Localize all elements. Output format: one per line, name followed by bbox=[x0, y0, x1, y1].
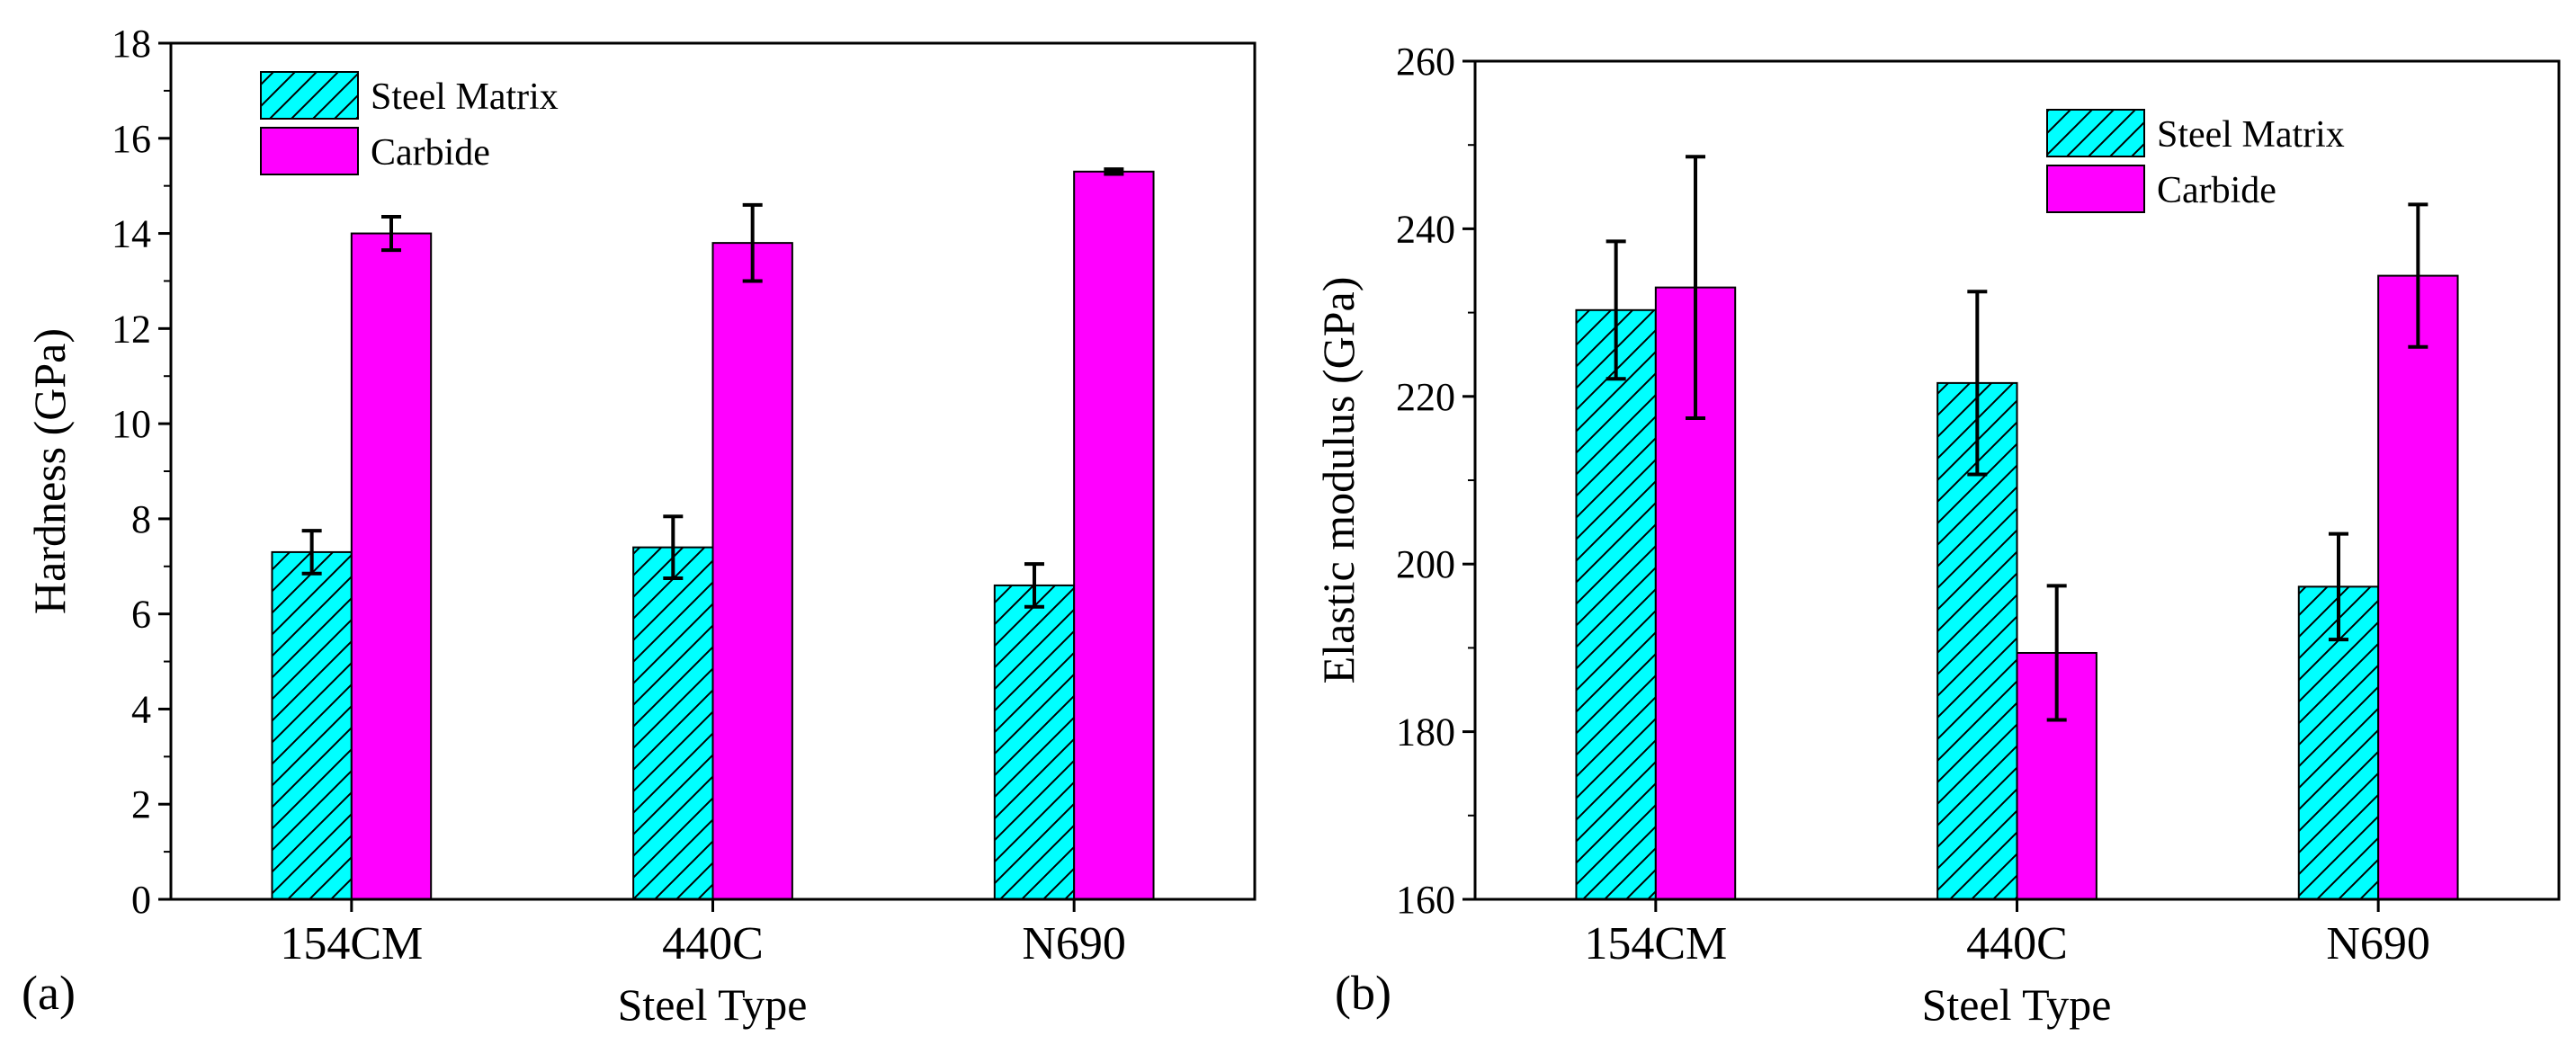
chart-a-y-tick-label-0: 0 bbox=[131, 878, 151, 922]
chart-b-bars bbox=[1575, 274, 2459, 901]
chart-b-x-tick-label-440c: 440C bbox=[1966, 918, 2068, 969]
chart-a-y-axis: 0 2 4 6 8 10 12 14 16 18 bbox=[112, 22, 171, 922]
chart-a-errorbar-steel-matrix-154cm bbox=[301, 529, 322, 576]
chart-a-errorbar-steel-matrix-n690 bbox=[1024, 562, 1044, 609]
chart-a-y-tick-label-6: 6 bbox=[131, 593, 151, 637]
chart-a-y-tick-label-18: 18 bbox=[112, 22, 151, 66]
chart-a-xlabel: Steel Type bbox=[618, 979, 808, 1030]
chart-b-y-tick-label-240: 240 bbox=[1396, 207, 1455, 251]
chart-a-ylabel: Hardness (GPa) bbox=[24, 328, 75, 614]
chart-b-bar-steel-matrix-154cm bbox=[1575, 308, 1657, 900]
chart-a-errorbar-carbide-n690 bbox=[1104, 167, 1124, 176]
chart-b-xlabel: Steel Type bbox=[1922, 979, 2112, 1030]
chart-b-legend-swatch-steel-matrix bbox=[2046, 109, 2145, 157]
chart-a-error-bars bbox=[301, 167, 1124, 609]
chart-a-bar-steel-matrix-n690 bbox=[993, 584, 1076, 901]
chart-a-x-tick-label-n690: N690 bbox=[1022, 918, 1126, 969]
chart-b-errorbar-carbide-154cm bbox=[1686, 155, 1706, 421]
chart-a-errorbar-steel-matrix-440c bbox=[663, 514, 684, 580]
chart-a-legend-label-steel-matrix: Steel Matrix bbox=[371, 76, 559, 118]
chart-a-x-tick-label-154cm: 154CM bbox=[280, 918, 423, 969]
chart-b-y-tick-label-220: 220 bbox=[1396, 375, 1455, 419]
chart-a-panel-label: (a) bbox=[22, 966, 76, 1020]
chart-a-bar-steel-matrix-440c bbox=[632, 546, 714, 900]
chart-a-bar-carbide-440c bbox=[711, 242, 793, 900]
chart-a-y-tick-label-12: 12 bbox=[112, 307, 151, 351]
chart-b-x-tick-label-154cm: 154CM bbox=[1584, 918, 1727, 969]
chart-a-errorbar-carbide-154cm bbox=[381, 215, 402, 253]
chart-a-y-tick-label-8: 8 bbox=[131, 497, 151, 541]
chart-b-y-tick-label-180: 180 bbox=[1396, 710, 1455, 755]
chart-a-bars bbox=[271, 170, 1155, 901]
chart-b-errorbar-steel-matrix-440c bbox=[1967, 290, 1988, 477]
chart-a-bar-steel-matrix-154cm bbox=[271, 550, 353, 901]
chart-b: 160 180 200 220 240 260 154CM 440C N690 Steel M… bbox=[1313, 40, 2561, 1030]
chart-a-bar-carbide-154cm bbox=[350, 232, 433, 900]
chart-b-ylabel: Elastic modulus (GPa) bbox=[1313, 277, 1364, 684]
chart-a-bar-carbide-n690 bbox=[1073, 170, 1155, 901]
chart-b-x-tick-label-n690: N690 bbox=[2326, 918, 2430, 969]
chart-b-error-bars bbox=[1606, 155, 2428, 722]
chart-a-legend-label-carbide: Carbide bbox=[371, 132, 490, 174]
chart-b-y-tick-label-200: 200 bbox=[1396, 542, 1455, 586]
chart-b-errorbar-carbide-440c bbox=[2046, 584, 2067, 722]
chart-b-legend-swatch-carbide bbox=[2046, 165, 2145, 213]
chart-a-legend-swatch-carbide bbox=[260, 127, 359, 175]
chart-a-y-tick-label-10: 10 bbox=[112, 402, 151, 446]
chart-b-y-tick-label-160: 160 bbox=[1396, 878, 1455, 922]
chart-b-legend-label-carbide: Carbide bbox=[2157, 170, 2276, 211]
chart-b-y-tick-label-260: 260 bbox=[1396, 40, 1455, 84]
chart-a-y-tick-label-14: 14 bbox=[112, 212, 151, 256]
chart-a-y-tick-label-4: 4 bbox=[131, 687, 151, 731]
chart-b-errorbar-steel-matrix-154cm bbox=[1606, 239, 1626, 381]
chart-a-y-tick-label-2: 2 bbox=[131, 782, 151, 826]
chart-b-bar-carbide-n690 bbox=[2377, 274, 2459, 901]
chart-b-y-axis: 160 180 200 220 240 260 bbox=[1396, 40, 1475, 922]
chart-a-y-tick-label-16: 16 bbox=[112, 117, 151, 161]
chart-b-legend: Steel Matrix Carbide bbox=[2046, 109, 2345, 213]
chart-b-x-axis: 154CM 440C N690 bbox=[1584, 899, 2430, 969]
chart-b-errorbar-steel-matrix-n690 bbox=[2328, 531, 2348, 642]
chart-a-errorbar-carbide-440c bbox=[742, 202, 763, 283]
chart-a-x-axis: 154CM 440C N690 bbox=[280, 899, 1126, 969]
chart-b-panel-label: (b) bbox=[1335, 966, 1391, 1020]
chart-b-errorbar-carbide-n690 bbox=[2408, 202, 2428, 349]
chart-a-x-tick-label-440c: 440C bbox=[662, 918, 764, 969]
chart-a: 0 2 4 6 8 10 12 14 16 18 154CM 440C N690 Steel Matr… bbox=[22, 22, 1257, 1030]
chart-b-legend-label-steel-matrix: Steel Matrix bbox=[2157, 114, 2345, 156]
chart-a-legend: Steel Matrix Carbide bbox=[260, 71, 559, 175]
chart-a-legend-swatch-steel-matrix bbox=[260, 71, 359, 120]
